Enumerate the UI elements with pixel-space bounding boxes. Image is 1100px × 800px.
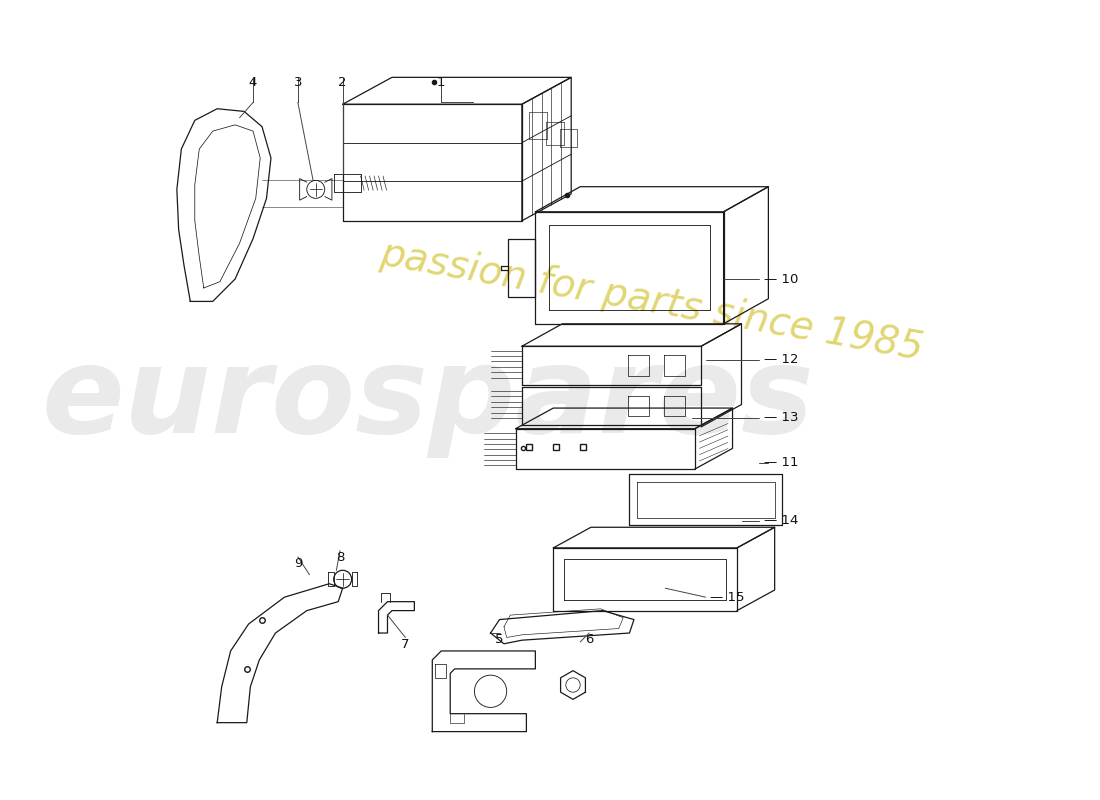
Text: — 13: — 13 [763,411,799,425]
Text: — 10: — 10 [763,273,799,286]
Text: 8: 8 [336,550,344,563]
Text: — 14: — 14 [763,514,799,527]
Text: 9: 9 [294,557,302,570]
Text: — 11: — 11 [763,456,799,470]
Text: 4: 4 [249,75,257,89]
Text: 1: 1 [437,75,446,89]
Text: — 12: — 12 [763,353,799,366]
Text: — 15: — 15 [711,590,745,604]
Text: eurospares: eurospares [42,342,814,458]
Text: 7: 7 [402,638,409,650]
Text: 5: 5 [495,633,504,646]
Text: 2: 2 [339,75,346,89]
Text: 6: 6 [585,633,593,646]
Text: 3: 3 [294,75,302,89]
Text: passion for parts since 1985: passion for parts since 1985 [377,235,926,368]
